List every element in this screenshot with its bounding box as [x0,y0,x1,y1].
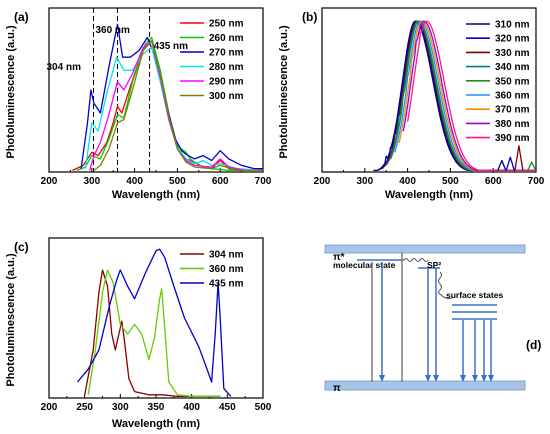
panel-a-legend-label: 250 nm [209,19,244,30]
panel-a-legend-label: 270 nm [209,48,244,59]
panel-b-xtick-label: 300 [356,176,373,187]
pi-band [324,380,526,391]
panel-b-xtick-label: 400 [399,176,416,187]
panel-c-xtick-label: 200 [41,402,58,413]
sp2-arrowhead-1 [425,375,431,382]
surface-arrowhead-4 [488,375,494,382]
sp2-arrowhead-2 [433,375,439,382]
panel-c-xtick-label: 450 [219,402,236,413]
surface-arrowhead-3 [481,375,487,382]
surface-arrowhead-1 [460,375,466,382]
molecular-state-label: molecular state [333,260,396,270]
panel-c-xlabel: Wavelength (nm) [112,418,201,430]
panel-c-series-435-nm [77,248,232,397]
panel-b-legend-label: 360 nm [495,91,530,102]
panel-c-xtick-label: 300 [112,402,129,413]
panel-a-xtick-label: 300 [83,176,100,187]
surface-arrowhead-2 [472,375,478,382]
panel-a-legend-label: 300 nm [209,91,244,102]
panel-a-xlabel: Wavelength (nm) [112,189,201,201]
panel-b-legend-label: 350 nm [495,76,530,87]
panel-a-xtick-label: 500 [169,176,186,187]
panel-b: (b) Wavelength (nm) Photoluminescence (a… [278,7,545,201]
molecular-emission-arrowhead [379,375,385,382]
panel-a-legend-label: 260 nm [209,33,244,44]
panel-b-legend-label: 330 nm [495,48,530,59]
panel-c-legend-label: 360 nm [209,264,244,275]
panel-c-series-360-nm [87,269,221,398]
panel-a-annotation: 304 nm [47,62,82,73]
panel-c-frame [48,237,264,399]
panel-c-xtick-label: 250 [76,402,93,413]
panel-b-second-order-peak [497,159,507,171]
pi-star-label: π* [333,252,345,263]
panel-a-ylabel: Photoluminescence (a.u.) [5,25,17,159]
panel-d-label: (d) [526,338,541,352]
panel-c-xtick-label: 500 [255,402,272,413]
pi-label: π [333,383,341,394]
panel-c-xtick-label: 400 [183,402,200,413]
panel-b-legend-label: 380 nm [495,119,530,130]
panel-a-annotation: 435 nm [154,41,189,52]
relaxation-wavy-line [403,258,429,262]
panel-b-xlabel: Wavelength (nm) [385,189,474,201]
panel-c-ylabel: Photoluminescence (a.u.) [5,253,17,387]
panel-a-annotation: 360 nm [95,25,130,36]
panel-b-second-order-peak [527,161,537,171]
panel-b-legend-label: 370 nm [495,105,530,116]
panel-b-xtick-label: 200 [314,176,331,187]
panel-c-series-304-nm [84,269,221,398]
panel-a-xtick-label: 200 [41,176,58,187]
panel-a: (a) Wavelength (nm) Photoluminescence (a… [5,7,272,201]
panel-c-legend-label: 304 nm [209,250,244,261]
panel-b-legend-label: 390 nm [495,133,530,144]
panel-d: (d) π* π molecular state SP² surface sta… [324,244,541,394]
panel-b-label: (b) [302,10,317,24]
panel-c-label: (c) [14,240,29,254]
panel-b-xtick-label: 500 [442,176,459,187]
panel-a-xtick-label: 400 [126,176,143,187]
panel-a-xtick-label: 700 [255,176,272,187]
panel-a-label: (a) [14,10,29,24]
panel-a-xtick-label: 600 [212,176,229,187]
panel-c: (c) Wavelength (nm) Photoluminescence (a… [5,237,272,430]
panel-b-ylabel: Photoluminescence (a.u.) [278,25,290,159]
panel-b-series-390-nm [406,20,536,172]
relaxation-wavy-line-2 [438,271,453,299]
panel-a-series-300-nm [93,40,263,172]
panel-b-xtick-label: 700 [528,176,545,187]
panel-a-legend-label: 290 nm [209,77,244,88]
pi-star-band [324,244,526,254]
panel-b-legend-label: 320 nm [495,34,530,45]
panel-b-legend-label: 340 nm [495,62,530,73]
panel-b-second-order-peak [505,156,515,171]
panel-b-xtick-label: 600 [485,176,502,187]
panel-c-xtick-label: 350 [148,402,165,413]
panel-b-second-order-peak [514,145,524,171]
sp2-label: SP² [427,260,441,270]
panel-a-series-280-nm [84,46,264,172]
surface-states-label: surface states [446,290,503,300]
panel-a-legend-label: 280 nm [209,62,244,73]
panel-b-legend-label: 310 nm [495,20,530,31]
panel-c-legend-label: 435 nm [209,279,244,290]
